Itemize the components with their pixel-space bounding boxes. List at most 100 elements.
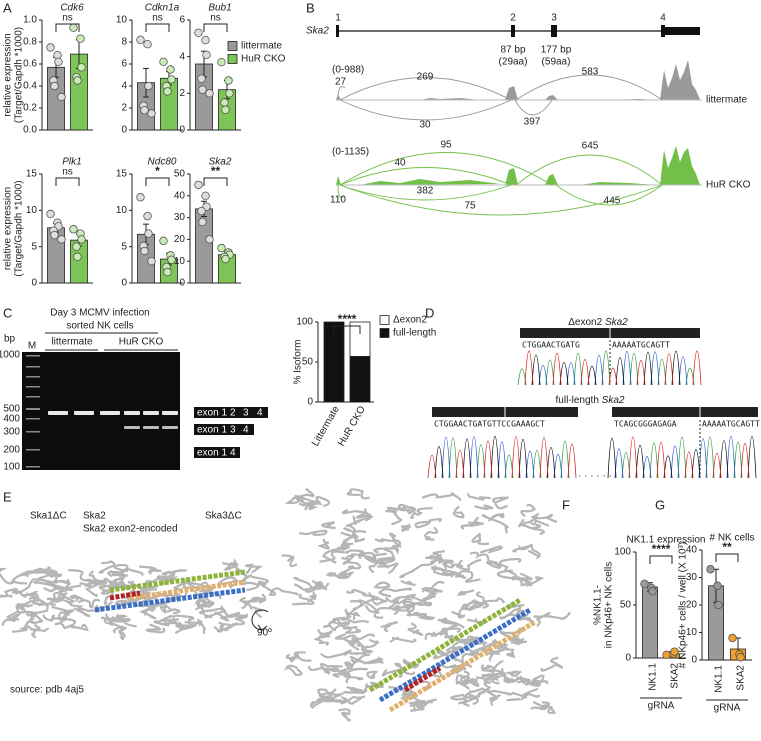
structure-strand: [15, 603, 33, 612]
structure-strand: [307, 591, 317, 603]
y-tick-label: 2: [121, 103, 127, 114]
exon-header: [612, 407, 758, 417]
y-tick-label: 20: [686, 600, 698, 611]
y-axis-label: in NKp46+ NK cells: [604, 562, 615, 648]
structure-strand: [540, 656, 564, 672]
y-tick-label: 0: [121, 278, 127, 289]
structure-strand: [285, 651, 306, 660]
structure-strand: [462, 692, 478, 699]
significance-label: ****: [338, 312, 357, 326]
significance-label: *: [155, 164, 160, 178]
exon-size: (59aa): [542, 57, 571, 68]
bar-segment: [349, 355, 371, 403]
structure-strand: [107, 621, 124, 634]
data-point: [140, 105, 149, 115]
group-label: HuR CKO: [119, 337, 164, 348]
y-tick-label: 0: [307, 397, 313, 408]
panel-letter: D: [425, 305, 434, 320]
trace: [531, 350, 681, 386]
structure-strand: [394, 662, 416, 676]
y-tick-label: 0.2: [23, 103, 37, 114]
structure-strand: [430, 623, 459, 637]
chart-title: Cdk6: [60, 3, 84, 14]
structure-strand: [293, 487, 315, 499]
structure-strand: [323, 621, 349, 632]
gel-panel: Day 3 MCMV infection sorted NK cells lit…: [0, 308, 268, 473]
helix: [94, 587, 246, 613]
structure-strand: [482, 660, 504, 670]
panel-letter: F: [562, 497, 570, 512]
structure-strand: [68, 569, 98, 586]
data-point: [50, 81, 59, 91]
x-axis-label: gRNA: [648, 701, 675, 712]
structure-strand: [319, 649, 352, 659]
chart-title: Ska2: [209, 157, 232, 168]
structure-strand: [380, 621, 399, 633]
significance-bracket: [203, 177, 228, 186]
structure-strand: [214, 610, 241, 622]
structure-strand: [145, 623, 166, 634]
y-tick-label: 100: [296, 317, 313, 328]
trace: [621, 436, 743, 479]
structure-strand: [239, 593, 267, 603]
coverage: [336, 146, 700, 185]
data-point: [217, 57, 226, 67]
structure-strand: [101, 613, 129, 623]
y-tick-label: 30: [686, 572, 698, 583]
structure-strand: [407, 622, 424, 636]
structure-strand: [487, 512, 505, 522]
structure-strand: [118, 568, 144, 580]
data-point: [225, 89, 234, 98]
data-point: [77, 235, 86, 244]
trace-title: full-length Ska2: [556, 395, 625, 406]
y-axis-label: # NKp46+ cells / well (X 10³): [678, 542, 689, 668]
junction-count: 445: [604, 196, 621, 207]
chart-title: # NK cells: [709, 533, 754, 544]
legend-label: littermate: [241, 41, 283, 52]
ladder-label: 500: [3, 404, 20, 415]
structure-strand: [373, 581, 391, 589]
structure-strand: [337, 565, 355, 579]
structure-strand: [159, 605, 181, 615]
y-tick-label: 4: [179, 51, 185, 62]
data-point: [73, 252, 82, 262]
structure-strand: [520, 503, 536, 518]
gel-title: sorted NK cells: [66, 321, 133, 332]
y-axis-label: %NK1.1-: [593, 585, 604, 625]
sequence: CTGGAACTGATG: [522, 341, 580, 350]
trace: [448, 437, 570, 479]
ladder: [26, 355, 40, 468]
isoform-exon: 3: [243, 408, 249, 419]
junction-count: 382: [417, 186, 434, 197]
structure-strand: [402, 658, 420, 669]
structure-strand: [378, 587, 413, 598]
data-point: [670, 647, 679, 656]
y-tick-label: 0.4: [23, 81, 37, 92]
data-point: [143, 211, 152, 221]
source-label: source: pdb 4aj5: [10, 685, 84, 696]
helix: [368, 597, 522, 693]
y-tick-label: 0: [691, 655, 697, 666]
structure-strand: [340, 656, 383, 673]
data-point: [728, 633, 737, 643]
significance-label: **: [211, 164, 221, 178]
structure-strand: [431, 563, 447, 572]
y-tick-label: 4: [121, 81, 127, 92]
structure-strand: [196, 601, 215, 609]
structure-strand: [0, 594, 13, 599]
data-point: [221, 254, 230, 264]
data-point: [736, 653, 745, 662]
structure-strand: [98, 560, 116, 574]
structure-strand: [460, 516, 480, 530]
y-tick-label: 50: [302, 357, 314, 368]
track-name: littermate: [706, 95, 748, 106]
structure-strand: [173, 582, 197, 591]
structure-strand: [469, 687, 513, 696]
data-point: [46, 43, 55, 52]
x-tick-label: NK1.1: [714, 665, 725, 693]
track-range: (0-1135): [332, 147, 369, 158]
y-tick-label: 10: [686, 627, 698, 638]
structure-strand: [452, 635, 479, 646]
legend-swatch: [379, 315, 390, 325]
